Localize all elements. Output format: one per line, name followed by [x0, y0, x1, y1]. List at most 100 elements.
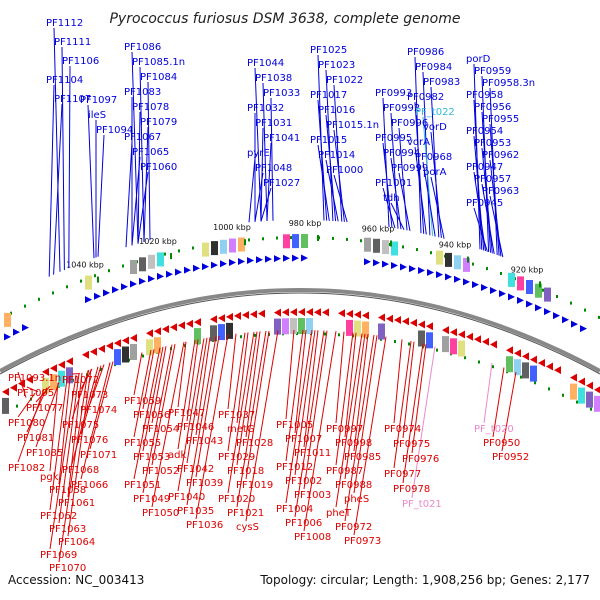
- reverse-gene-label: PF1039: [186, 478, 223, 489]
- reverse-label-leader: [151, 342, 185, 508]
- forward-gene-label: PF1060: [140, 162, 177, 173]
- reverse-gene-label: PF1008: [294, 532, 331, 543]
- reverse-label-leader: [89, 361, 114, 450]
- reverse-label-leader: [236, 330, 267, 508]
- forward-gene: [13, 328, 20, 336]
- reverse-gene-label: PF1036: [186, 520, 223, 531]
- reverse-label-leader: [49, 375, 77, 550]
- reverse-gene: [322, 308, 329, 317]
- forward-label-leader: [317, 99, 328, 221]
- tick-mark: [317, 235, 319, 241]
- forward-gene-label: PF1112: [46, 18, 83, 29]
- forward-label-leaders: [48, 27, 504, 277]
- reverse-gene-label: PF0978: [393, 484, 430, 495]
- reverse-label-leader: [245, 330, 270, 480]
- forward-gene: [283, 254, 290, 262]
- reverse-label-leader: [285, 330, 313, 504]
- reverse-gene: [26, 375, 33, 384]
- reverse-gene: [114, 339, 121, 348]
- ring-dot: [590, 407, 592, 411]
- reverse-gene-function: [146, 339, 153, 356]
- reverse-gene: [218, 314, 225, 323]
- forward-label-leader: [382, 187, 396, 229]
- reverse-label-leader: [17, 392, 36, 418]
- forward-gene-label: PF0962: [482, 150, 519, 161]
- forward-gene-function: [157, 252, 164, 267]
- reverse-gene: [210, 315, 217, 324]
- forward-gene-label: PF1094: [96, 125, 133, 136]
- reverse-gene-label: PF0998: [335, 438, 372, 449]
- forward-gene-label: PF0958.3n: [482, 78, 535, 89]
- reverse-label-leader: [186, 339, 199, 422]
- forward-label-leader: [481, 183, 495, 254]
- reverse-gene-label: PF1071: [80, 450, 117, 461]
- reverse-gene: [530, 355, 537, 364]
- forward-gene: [508, 293, 515, 301]
- forward-gene: [193, 264, 200, 272]
- reverse-gene-function: [530, 365, 537, 382]
- reverse-gene: [282, 308, 289, 317]
- reverse-gene: [458, 330, 465, 339]
- forward-label-leader: [131, 156, 141, 246]
- reverse-label-leader: [393, 341, 412, 469]
- ring-dot: [346, 237, 348, 241]
- reverse-gene-function: [514, 359, 521, 376]
- reverse-gene-function: [306, 318, 313, 334]
- forward-gene: [499, 290, 506, 298]
- reverse-gene: [506, 346, 513, 355]
- reverse-gene-label: PF0973: [344, 536, 381, 547]
- forward-gene-label: PF1000: [326, 165, 363, 176]
- reverse-label-leader: [35, 382, 60, 448]
- forward-gene: [580, 325, 587, 333]
- ring-dot: [52, 291, 54, 295]
- ring-dot: [290, 236, 292, 240]
- tick-label: 960 kbp: [362, 225, 395, 234]
- forward-gene-label: PF1107: [54, 94, 91, 105]
- forward-label-leader: [61, 46, 65, 271]
- reverse-gene-label: PF1064: [58, 537, 95, 548]
- reverse-label-leader: [58, 370, 89, 563]
- forward-gene-label: PF0996: [391, 118, 428, 129]
- forward-label-leader: [254, 172, 264, 222]
- forward-gene-function: [130, 260, 137, 274]
- forward-gene: [202, 263, 209, 271]
- reverse-gene: [42, 367, 49, 376]
- reverse-gene: [226, 312, 233, 321]
- backbone-arc-shadow: [0, 292, 600, 375]
- forward-gene-label: PF0947: [466, 162, 503, 173]
- gene-features: [2, 234, 600, 414]
- forward-gene-label: porD: [466, 54, 491, 65]
- ring-dot: [394, 340, 396, 343]
- forward-gene: [256, 256, 263, 264]
- reverse-label-leader: [186, 336, 217, 506]
- forward-gene-label: PF1014: [318, 150, 355, 161]
- reverse-gene-label: PF1061: [58, 498, 95, 509]
- forward-gene-function: [229, 238, 236, 253]
- forward-gene-label: PF1044: [247, 58, 284, 69]
- forward-gene: [166, 270, 173, 278]
- ring-dot: [178, 249, 180, 253]
- ring-dot: [542, 288, 544, 292]
- reverse-label-leader: [303, 331, 337, 532]
- reverse-gene: [306, 308, 313, 316]
- forward-label-leader: [266, 142, 272, 222]
- forward-label-leader: [260, 127, 264, 222]
- reverse-gene: [346, 309, 353, 318]
- forward-label-leader: [390, 202, 405, 230]
- ring-dot: [108, 269, 110, 273]
- reverse-label-leader: [335, 331, 345, 424]
- forward-gene: [247, 257, 254, 264]
- reverse-gene-label: PF1011: [294, 448, 331, 459]
- forward-label-leader: [262, 82, 268, 222]
- reverse-gene-function: [362, 321, 369, 338]
- reverse-label-leader: [49, 378, 68, 511]
- reverse-gene-function: [130, 344, 137, 360]
- reverse-gene: [250, 310, 257, 319]
- ring-dot: [184, 344, 186, 348]
- reverse-gene-label: PF1076: [71, 435, 108, 446]
- forward-gene-label: PF1017: [310, 90, 347, 101]
- ring-dot: [486, 267, 488, 271]
- reverse-label-leader: [294, 330, 316, 476]
- forward-gene: [22, 324, 29, 332]
- ring-dot: [576, 400, 578, 404]
